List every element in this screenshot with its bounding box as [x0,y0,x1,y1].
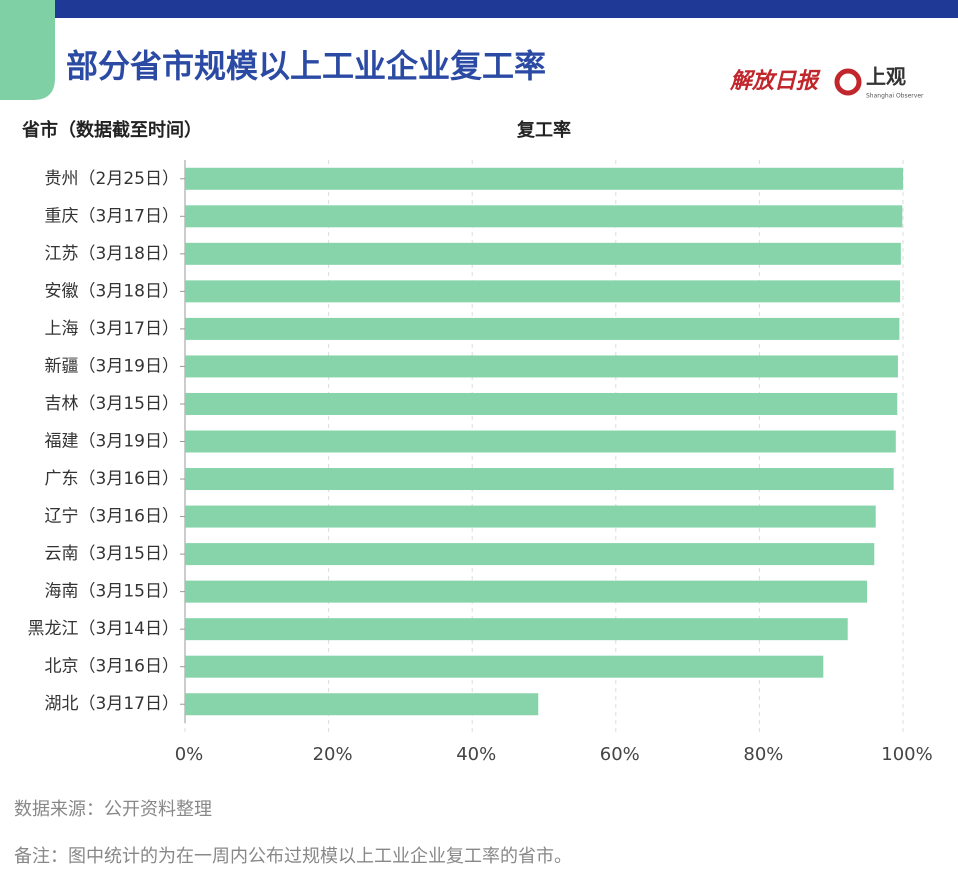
x-tick-label: 100% [881,744,932,765]
bar [185,430,896,453]
y-tick-label: 上海（3月17日） [45,319,179,339]
y-tick-label: 广东（3月16日） [45,469,179,489]
y-tick-label: 辽宁（3月16日） [45,507,179,527]
bar [185,317,900,340]
bar [185,392,898,415]
bar [185,693,539,716]
corner-decoration [0,0,55,100]
logo-text: 上观 [866,65,906,89]
x-tick-label: 40% [456,744,496,765]
y-tick-label: 云南（3月15日） [45,544,179,564]
bar [185,580,868,603]
chart-title: 部分省市规模以上工业企业复工率 [66,47,546,85]
source-note: 数据来源：公开资料整理 [14,799,212,820]
y-tick-label: 黑龙江（3月14日） [28,619,179,639]
bar [185,355,898,378]
y-tick-label: 江苏（3月18日） [45,244,179,264]
bar [185,505,876,528]
x-tick-label: 0% [175,744,204,765]
bar [185,468,894,491]
y-tick-label: 贵州（2月25日） [45,169,179,189]
y-tick-label: 安徽（3月18日） [45,281,179,301]
logo-icon [834,68,862,96]
y-tick-label: 海南（3月15日） [45,582,179,602]
y-tick-label: 湖北（3月17日） [45,694,179,714]
y-tick-label: 福建（3月19日） [45,432,179,452]
x-tick-label: 60% [600,744,640,765]
logo-text: 解放日报 [729,68,821,94]
y-tick-label: 重庆（3月17日） [45,206,179,226]
y-tick-label: 新疆（3月19日） [45,356,179,376]
y-tick-label: 北京（3月16日） [45,657,179,677]
top-band-overlay [55,0,958,18]
footnote: 备注：图中统计的为在一周内公布过规模以上工业企业复工率的省市。 [14,846,572,867]
bar [185,280,901,303]
y-tick-label: 吉林（3月15日） [45,394,179,414]
bar [185,205,903,228]
bar [185,618,848,641]
category-axis-label: 省市（数据截至时间） [21,119,202,141]
bar [185,167,903,190]
x-tick-label: 80% [743,744,783,765]
bar [185,242,901,265]
logo-text: Shanghai Observer [866,93,924,100]
value-axis-label: 复工率 [516,119,571,141]
bar [185,655,824,678]
x-tick-label: 20% [313,744,353,765]
bar [185,543,875,566]
